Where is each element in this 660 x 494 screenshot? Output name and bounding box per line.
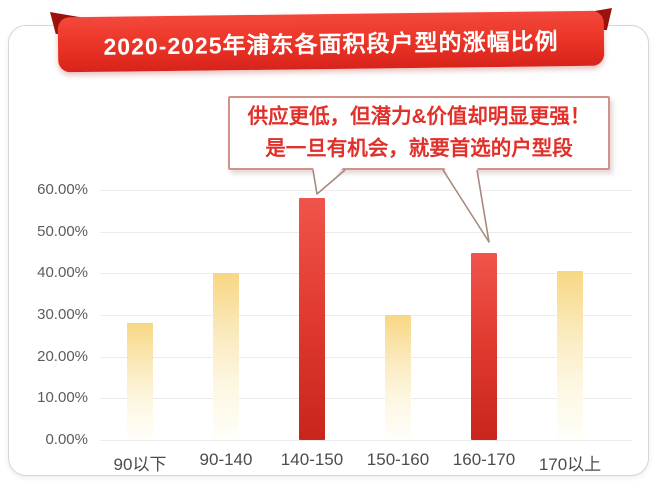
y-axis-tick-label: 10.00%: [37, 389, 88, 407]
y-axis-tick-label: 0.00%: [45, 431, 88, 448]
gridline: [100, 398, 632, 400]
bar-150-160: [385, 315, 411, 440]
bar-170以上: [557, 271, 583, 440]
x-axis-tick-label: 170以上: [538, 455, 602, 474]
y-axis-tick-label: 20.00%: [37, 347, 88, 365]
gridline: [100, 231, 632, 233]
y-axis-tick-label: 50.00%: [37, 222, 88, 240]
x-axis-tick-label: 90-140: [199, 450, 253, 469]
gridline: [100, 190, 632, 191]
annotation-callout: 供应更低，但潜力&价值却明显更强！ 是一旦有机会，就要首选的户型段: [228, 96, 610, 170]
gridline: [100, 440, 632, 441]
annotation-line-1: 供应更低，但潜力&价值却明显更强！: [247, 105, 591, 128]
gridline: [100, 356, 632, 358]
x-axis-tick-label: 160-170: [452, 450, 516, 469]
title-ribbon: 2020-2025年浦东各面积段户型的涨幅比例: [57, 10, 605, 73]
x-axis-tick-label: 150-160: [366, 450, 430, 469]
gridline: [100, 273, 632, 275]
y-axis-tick-label: 40.00%: [37, 264, 88, 282]
x-axis-tick-label: 90以下: [113, 455, 167, 474]
bar-140-150: [299, 198, 325, 440]
gridline: [100, 315, 632, 316]
bar-90-140: [213, 273, 239, 440]
bar-160-170: [471, 252, 497, 440]
annotation-line-2: 是一旦有机会，就要首选的户型段: [265, 137, 573, 160]
bar-90以下: [127, 323, 153, 440]
y-axis-tick-label: 60.00%: [37, 181, 88, 198]
x-axis-tick-label: 140-150: [280, 450, 344, 469]
y-axis-tick-label: 30.00%: [37, 306, 88, 323]
page-title: 2020-2025年浦东各面积段户型的涨幅比例: [103, 27, 559, 60]
